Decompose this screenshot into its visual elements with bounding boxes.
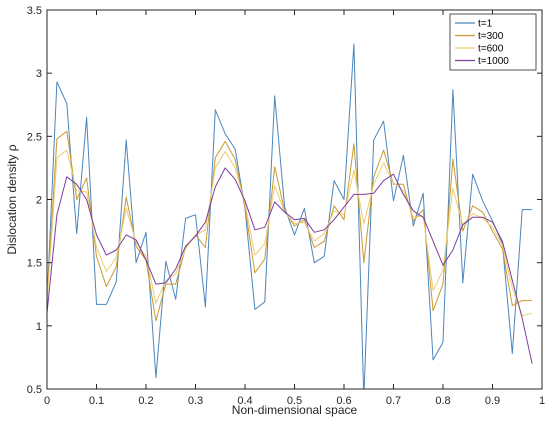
y-tick-label: 1.5 bbox=[27, 258, 42, 270]
legend-label-2: t=300 bbox=[478, 31, 504, 42]
x-tick-label: 0 bbox=[44, 395, 50, 407]
y-tick-label: 3 bbox=[36, 68, 42, 80]
x-tick-label: 0.9 bbox=[485, 395, 500, 407]
x-tick-label: 1 bbox=[539, 395, 545, 407]
plot-area bbox=[47, 10, 542, 389]
x-tick-label: 0.3 bbox=[188, 395, 203, 407]
series-line-3 bbox=[47, 149, 533, 317]
y-tick-label: 3.5 bbox=[27, 5, 42, 17]
x-tick-label: 0.2 bbox=[138, 395, 153, 407]
x-tick-label: 0.4 bbox=[237, 395, 252, 407]
series-line-4 bbox=[47, 167, 533, 364]
y-tick-label: 2 bbox=[36, 195, 42, 207]
legend-label-3: t=600 bbox=[478, 44, 504, 55]
legend-label-1: t=1 bbox=[478, 19, 493, 30]
y-tick-label: 1 bbox=[36, 321, 42, 333]
y-axis-label: Dislocation density ρ bbox=[5, 144, 19, 254]
x-tick-label: 0.1 bbox=[89, 395, 104, 407]
y-tick-label: 2.5 bbox=[27, 131, 42, 143]
x-tick-label: 0.8 bbox=[435, 395, 450, 407]
x-tick-label: 0.5 bbox=[287, 395, 302, 407]
series-layer bbox=[47, 43, 533, 389]
x-axis-label: Non-dimensional space bbox=[232, 403, 358, 417]
legend-label-4: t=1000 bbox=[478, 56, 509, 67]
y-tick-label: 0.5 bbox=[27, 384, 42, 396]
x-tick-label: 0.7 bbox=[386, 395, 401, 407]
ticks-layer: 0 0.1 0.2 0.3 0.4 0.5 0.6 0.7 0.8 0.9 1 0.5 1 1.5 2 2.5… bbox=[27, 5, 545, 407]
series-line-1 bbox=[47, 43, 533, 389]
x-tick-label: 0.6 bbox=[336, 395, 351, 407]
